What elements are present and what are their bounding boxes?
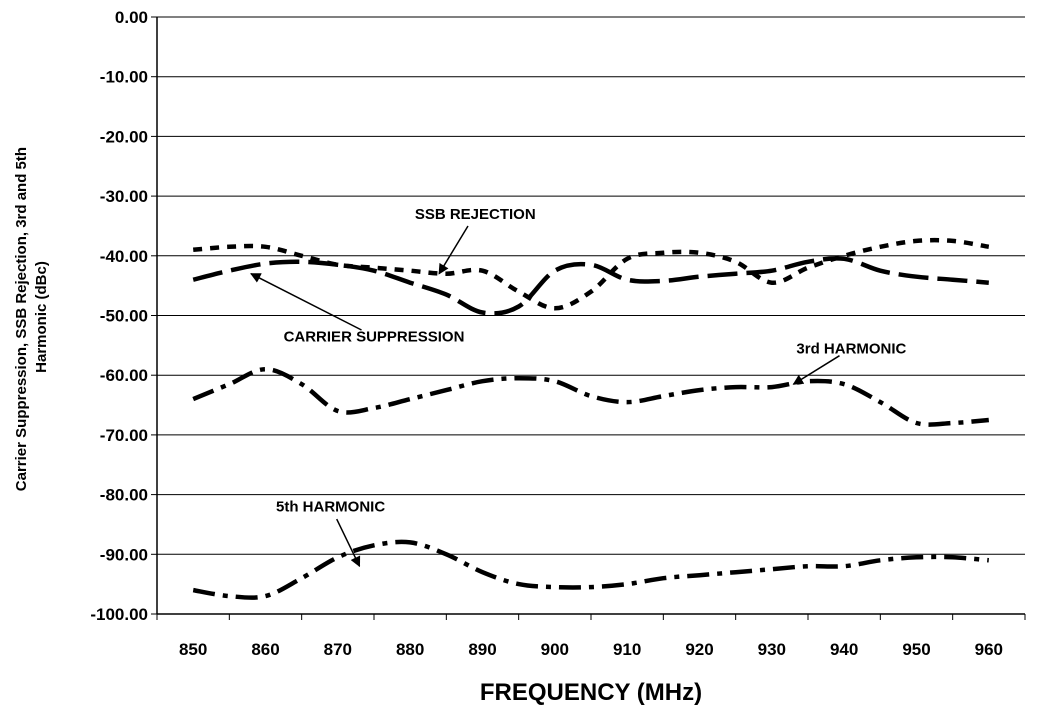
annotation-ssb-rejection: SSB REJECTION xyxy=(415,206,536,223)
x-tick-label-5: 900 xyxy=(541,640,569,659)
y-axis-title-line-2: Harmonic (dBc) xyxy=(33,261,50,373)
x-tick-label-6: 910 xyxy=(613,640,641,659)
y-tick-label-4: -40.00 xyxy=(100,247,148,266)
annotation-arrow-5th-harmonic xyxy=(336,518,361,568)
x-tick-label-1: 860 xyxy=(251,640,279,659)
series xyxy=(192,237,990,600)
y-axis-title-line-1: Carrier Suppression, SSB Rejection, 3rd … xyxy=(13,147,30,491)
y-tick-label-8: -80.00 xyxy=(100,486,148,505)
y-tick-label-0: 0.00 xyxy=(115,8,148,27)
annotation-arrow-carrier-suppression xyxy=(250,273,362,331)
series-line-5th-harmonic xyxy=(192,539,989,600)
y-tick-label-3: -30.00 xyxy=(100,187,148,206)
series-line-ssb-rejection xyxy=(193,237,990,311)
annotation-5th-harmonic: 5th HARMONIC xyxy=(276,499,385,516)
annotation-3rd-harmonic: 3rd HARMONIC xyxy=(796,340,906,357)
annotation-arrow-ssb-rejection xyxy=(438,225,469,275)
x-tick-label-0: 850 xyxy=(179,640,207,659)
y-tick-label-1: -10.00 xyxy=(100,68,148,87)
x-tick-label-3: 880 xyxy=(396,640,424,659)
y-tick-label-5: -50.00 xyxy=(100,307,148,326)
y-tick-label-2: -20.00 xyxy=(100,127,148,146)
y-tick-label-10: -100.00 xyxy=(90,605,148,624)
y-axis-title: Carrier Suppression, SSB Rejection, 3rd … xyxy=(13,143,50,491)
axis-labels: Carrier Suppression, SSB Rejection, 3rd … xyxy=(13,143,702,706)
x-tick-label-2: 870 xyxy=(324,640,352,659)
axes: 0.00 -10.00 -20.00 -30.00 -40.00 -50.00 -60.00… xyxy=(90,8,1026,659)
x-tick-label-4: 890 xyxy=(468,640,496,659)
x-tick-label-8: 930 xyxy=(758,640,786,659)
y-tick-label-6: -60.00 xyxy=(100,366,148,385)
y-tick-label-9: -90.00 xyxy=(100,545,148,564)
grid-lines xyxy=(157,16,1025,555)
y-tick-label-7: -70.00 xyxy=(100,426,148,445)
x-tick-label-10: 950 xyxy=(902,640,930,659)
series-line-3rd-harmonic xyxy=(192,366,989,427)
annotation-carrier-suppression: CARRIER SUPPRESSION xyxy=(284,328,465,345)
annotation-arrow-3rd-harmonic xyxy=(792,355,840,385)
annotations: SSB REJECTION CARRIER SUPPRESSION 3rd HARM… xyxy=(250,206,907,568)
x-tick-label-7: 920 xyxy=(685,640,713,659)
x-axis-title: FREQUENCY (MHz) xyxy=(480,679,702,706)
x-tick-label-11: 960 xyxy=(975,640,1003,659)
series-line-carrier-suppression xyxy=(192,256,989,316)
x-tick-label-9: 940 xyxy=(830,640,858,659)
